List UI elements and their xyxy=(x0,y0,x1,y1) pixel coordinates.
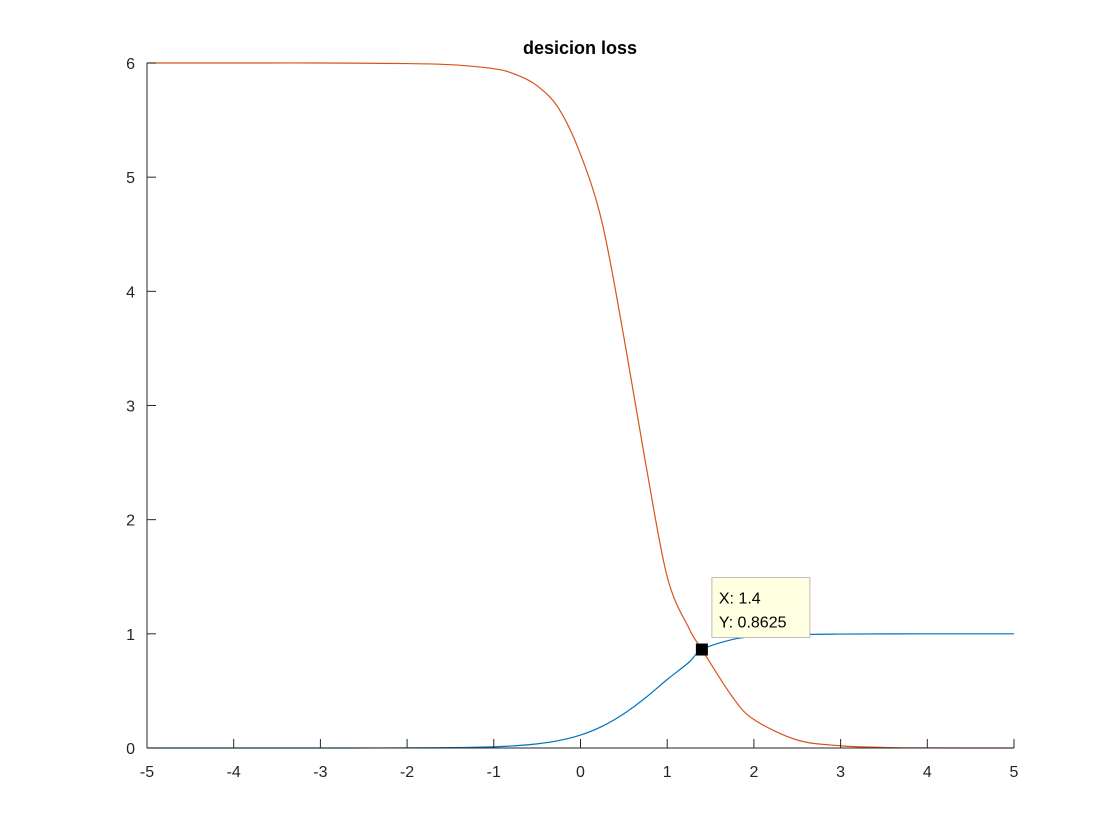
datatip-box[interactable] xyxy=(711,577,811,639)
y-tick-label: 5 xyxy=(126,170,135,187)
x-tick-label: -2 xyxy=(400,764,414,781)
series-line-1 xyxy=(146,633,1015,749)
x-tick-label: -5 xyxy=(140,764,154,781)
y-tick-label: 3 xyxy=(126,399,135,416)
y-tick-label: 1 xyxy=(126,627,135,644)
x-tick-label: 0 xyxy=(576,764,585,781)
datatip[interactable]: X: 1.4 Y: 0.8625 xyxy=(695,577,811,656)
x-tick-label: 3 xyxy=(836,764,845,781)
y-tick-label: 0 xyxy=(126,741,135,758)
x-tick-label: 5 xyxy=(1010,764,1019,781)
x-tick-label: 4 xyxy=(923,764,932,781)
x-tick-label: 2 xyxy=(749,764,758,781)
chart-title: desicion loss xyxy=(523,38,637,58)
x-tick-label: -4 xyxy=(227,764,241,781)
datatip-y-text: Y: 0.8625 xyxy=(719,615,787,632)
datatip-marker[interactable] xyxy=(695,643,708,656)
datatip-x-text: X: 1.4 xyxy=(719,591,761,608)
x-tick-label: 1 xyxy=(663,764,672,781)
x-tick-label: -3 xyxy=(313,764,327,781)
axes-layer: -5 -4 -3 -2 -1 0 1 2 3 4 5 0 1 2 3 4 5 6 xyxy=(126,56,1018,781)
y-tick-label: 6 xyxy=(126,56,135,73)
series-line-2 xyxy=(147,62,1015,749)
y-tick-label: 4 xyxy=(126,284,135,301)
x-tick-label: -1 xyxy=(487,764,501,781)
series-layer xyxy=(146,62,1015,749)
y-tick-label: 2 xyxy=(126,513,135,530)
